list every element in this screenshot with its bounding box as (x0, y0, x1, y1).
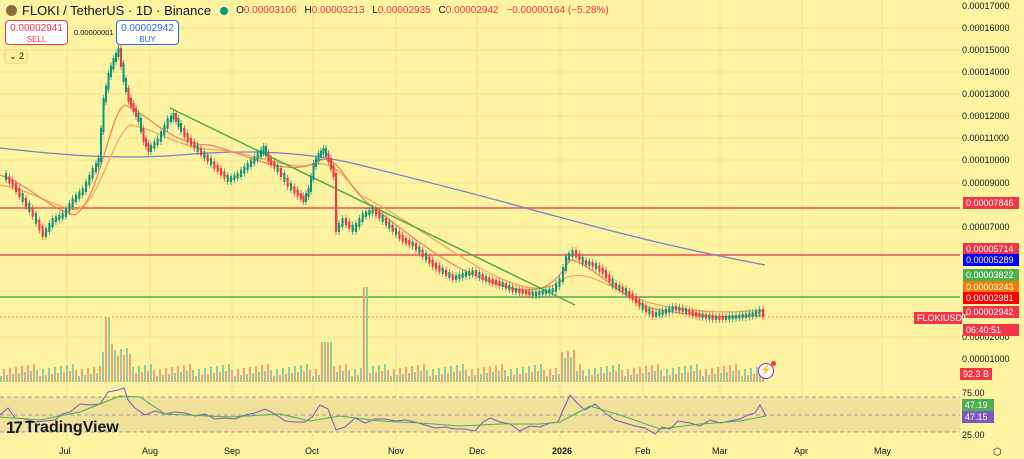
symbol-title[interactable]: FLOKI / TetherUS · 1D · Binance (22, 3, 212, 18)
indicators-collapse-button[interactable]: ⌄ 2 (4, 49, 28, 64)
sell-price: 0.00002941 (10, 23, 63, 34)
price-level-tag: 0.00002981 (963, 292, 1019, 304)
time-tick: Aug (142, 446, 159, 456)
price-level-tag: 0.00005714 (963, 243, 1019, 255)
rsi-tick-25: 25.00 (962, 430, 985, 440)
rsi-tick-75: 75.00 (962, 388, 985, 398)
time-tick: Mar (712, 446, 728, 456)
rsi-value-tag: 47.19 (962, 399, 994, 411)
ohlc-values: O0.00003106 H0.00003213 L0.00002935 C0.0… (236, 5, 609, 16)
time-tick: May (874, 446, 892, 456)
volume-tag: 92.3 B (960, 368, 992, 380)
price-tick: 0.00009000 (962, 178, 1010, 188)
tradingview-logo: 17 TradingView (6, 418, 119, 437)
price-tick: 0.00016000 (962, 23, 1010, 33)
change-value: −0.00000164 (−5.28%) (506, 5, 609, 16)
time-tick: 2026 (552, 446, 573, 456)
high-value: 0.00003213 (311, 5, 365, 16)
time-tick: Apr (794, 446, 809, 456)
market-status-dot-icon (220, 6, 229, 15)
price-tick: 0.00014000 (962, 67, 1010, 77)
price-tick: 0.00010000 (962, 155, 1010, 165)
tradingview-mark-icon: 17 (6, 418, 23, 437)
price-tick: 0.00007000 (962, 222, 1010, 232)
time-tick: Nov (388, 446, 405, 456)
time-tick: Feb (635, 446, 651, 456)
symbol-header: FLOKI / TetherUS · 1D · Binance O0.00003… (6, 3, 614, 18)
spread-value: 0.00000001 (74, 28, 114, 37)
floki-logo-icon (6, 5, 17, 16)
price-tick: 0.00015000 (962, 45, 1010, 55)
settings-gear-icon[interactable]: ⬡ (993, 447, 1002, 458)
price-level-tag: 0.00007846 (963, 197, 1019, 209)
buy-button[interactable]: 0.00002942 BUY (116, 20, 179, 45)
symbol-tag: FLOKIUSDT (914, 312, 968, 324)
price-tick: 0.00012000 (962, 111, 1010, 121)
price-tick: 0.00001000 (962, 354, 1010, 364)
price-tick: 0.00011000 (962, 133, 1009, 143)
rsi-ma-value-tag: 47.15 (962, 411, 994, 423)
time-tick: Jul (59, 446, 71, 456)
close-value: 0.00002942 (445, 5, 499, 16)
price-tick: 0.00002000 (962, 332, 1010, 342)
buy-label: BUY (139, 35, 156, 44)
low-value: 0.00002935 (377, 5, 431, 16)
countdown-tag: 06:40:51 (963, 324, 1019, 336)
open-value: 0.00003106 (243, 5, 297, 16)
flash-alert-icon[interactable]: ⚡ (758, 361, 776, 379)
price-level-tag: 0.00003243 (963, 281, 1019, 293)
price-level-tag: 0.00005289 (963, 254, 1019, 266)
time-tick: Dec (469, 446, 486, 456)
time-tick: Sep (224, 446, 241, 456)
sell-button[interactable]: 0.00002941 SELL (5, 20, 68, 45)
buy-price: 0.00002942 (121, 23, 174, 34)
price-level-tag: 0.00003822 (963, 269, 1019, 281)
price-tick: 0.00017000 (962, 1, 1010, 11)
price-level-tag: 0.00002942 (963, 306, 1019, 318)
price-tick: 0.00013000 (962, 89, 1010, 99)
sell-label: SELL (26, 35, 47, 44)
time-tick: Oct (305, 446, 320, 456)
